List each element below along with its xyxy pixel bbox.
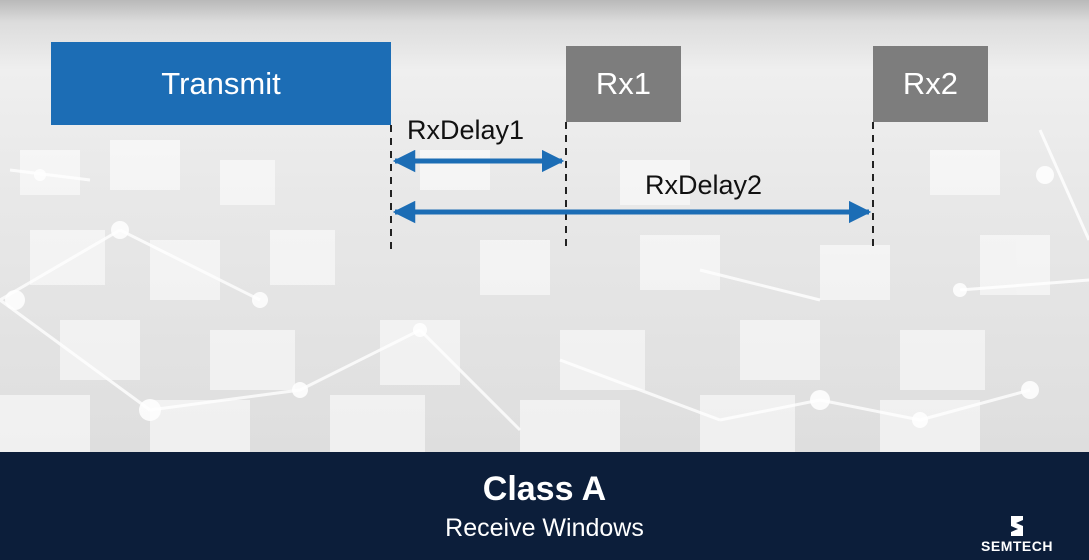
footer-title: Class A bbox=[482, 470, 607, 508]
rx1-label: Rx1 bbox=[595, 66, 652, 101]
diagram-stage: Transmit Rx1 Rx2 RxDelay1 RxDelay2 bbox=[0, 0, 1089, 452]
rxdelay2-label: RxDelay2 bbox=[645, 170, 763, 200]
transmit-label: Transmit bbox=[161, 65, 281, 101]
footer-banner: Class A Receive Windows SEMTECH bbox=[0, 452, 1089, 560]
semtech-logo-text: SEMTECH bbox=[981, 538, 1053, 554]
semtech-logo: SEMTECH bbox=[952, 514, 1082, 556]
timing-lines bbox=[390, 122, 874, 250]
rxdelay1-label: RxDelay1 bbox=[407, 115, 525, 145]
rx2-window-block: Rx2 bbox=[873, 46, 988, 122]
semtech-logo-mark-icon bbox=[1011, 516, 1023, 536]
rx2-label: Rx2 bbox=[902, 66, 959, 101]
transmit-block: Transmit bbox=[51, 42, 391, 125]
rx1-window-block: Rx1 bbox=[566, 46, 681, 122]
footer-subtitle: Receive Windows bbox=[445, 514, 644, 542]
